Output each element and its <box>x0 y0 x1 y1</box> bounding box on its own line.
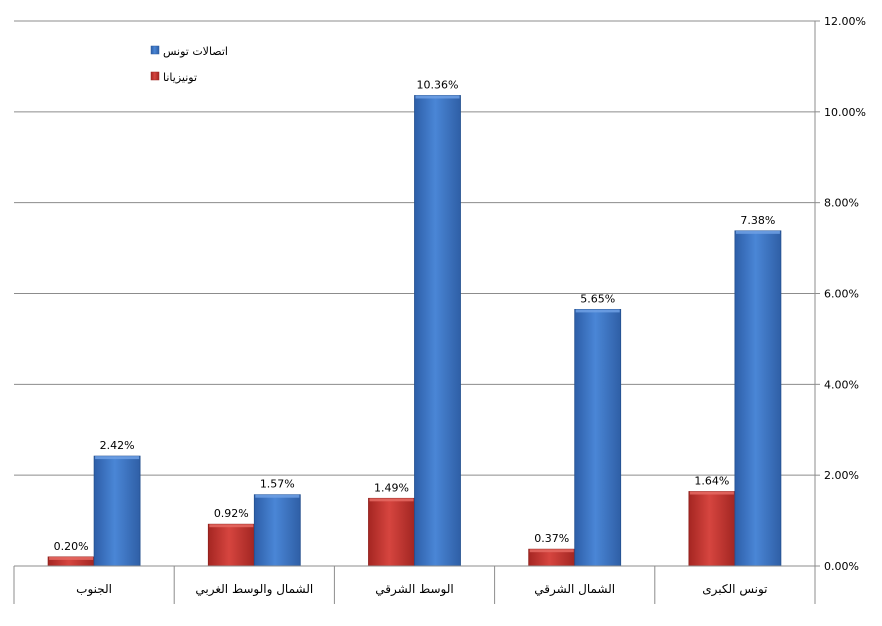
bar <box>253 494 301 567</box>
legend-item-etisalat: اتصالات تونس <box>150 45 228 58</box>
legend: اتصالات تونس تونيزيانا <box>150 45 228 84</box>
bar-highlight <box>689 491 734 495</box>
y-tick-label: 0.00% <box>824 560 859 573</box>
y-tick-label: 10.00% <box>824 106 866 119</box>
bar <box>734 230 782 567</box>
bar <box>414 95 461 567</box>
bar-highlight <box>255 494 300 498</box>
bar-highlight <box>735 230 780 234</box>
bars <box>47 95 782 567</box>
data-label: 1.57% <box>260 478 295 491</box>
axes <box>13 21 816 604</box>
bar <box>368 497 415 567</box>
x-category-label: تونس الكبرى <box>702 582 767 597</box>
bar-highlight <box>369 498 414 502</box>
bar-highlight <box>575 309 620 313</box>
bar-highlight <box>49 556 94 560</box>
bar-highlight <box>529 549 574 553</box>
y-tick-label: 6.00% <box>824 288 859 301</box>
y-tick-label: 2.00% <box>824 469 859 482</box>
x-category-label: الوسط الشرقي <box>375 582 454 597</box>
y-tick-label: 8.00% <box>824 197 859 210</box>
data-label: 2.42% <box>100 439 135 452</box>
legend-label-tunisiana: تونيزيانا <box>163 71 197 84</box>
y-tick-label: 4.00% <box>824 378 859 391</box>
data-label: 1.49% <box>374 481 409 494</box>
bar-highlight <box>415 95 460 99</box>
bar <box>207 523 255 567</box>
y-tick-label: 12.00% <box>824 15 866 28</box>
bar-highlight <box>95 456 140 460</box>
data-label: 1.64% <box>694 475 729 488</box>
data-label: 7.38% <box>740 214 775 227</box>
data-label: 0.37% <box>534 532 569 545</box>
legend-swatch-blue <box>150 45 160 55</box>
bar-highlight <box>209 524 254 528</box>
legend-label-etisalat: اتصالات تونس <box>163 45 228 58</box>
x-category-label: الجنوب <box>76 582 112 597</box>
bar <box>93 455 141 567</box>
bar <box>574 308 622 567</box>
data-labels: 0.20% 2.42% 0.92% 1.57% 1.49% 10.36% 0.37% 5.65… <box>54 78 776 552</box>
bar <box>688 491 736 567</box>
data-label: 5.65% <box>580 292 615 305</box>
data-label: 0.20% <box>54 540 89 553</box>
data-label: 0.92% <box>214 507 249 520</box>
x-axis-categories: الجنوب الشمال والوسط الغربي الوسط الشرقي ال… <box>76 582 767 597</box>
data-label: 10.36% <box>417 78 459 91</box>
legend-swatch-red <box>150 71 160 81</box>
x-category-label: الشمال والوسط الغربي <box>195 582 313 597</box>
y-axis-ticks: 0.00% 2.00% 4.00% 6.00% 8.00% 10.00% 12.00% <box>815 15 866 573</box>
legend-item-tunisiana: تونيزيانا <box>150 71 197 84</box>
x-category-label: الشمال الشرقي <box>534 582 615 597</box>
